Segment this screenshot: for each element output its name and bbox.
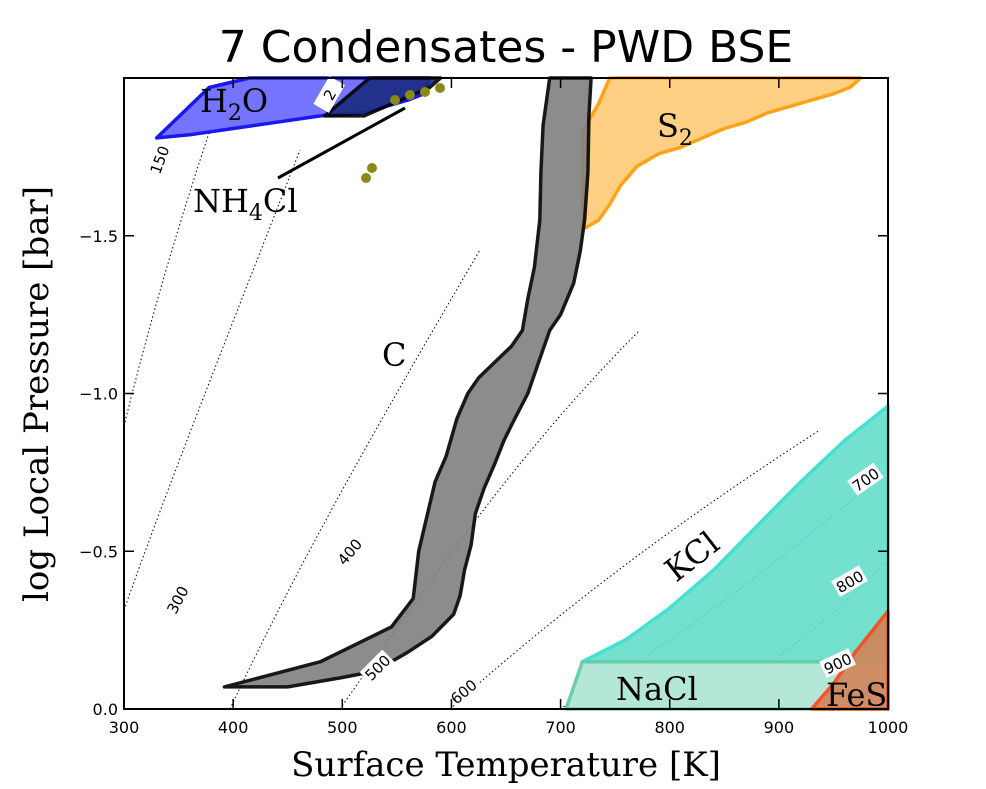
- contour-label-bg: [819, 648, 856, 679]
- y-tick-label: −1.5: [79, 227, 118, 246]
- contour-label-bg: [359, 649, 395, 685]
- contour-label-bg: [847, 462, 884, 496]
- region-label-s2: S2: [657, 107, 693, 151]
- speckle: [405, 90, 415, 100]
- contour-label-bg: [161, 581, 193, 618]
- condensate-regions: [154, 76, 890, 711]
- x-tick-label: 500: [327, 718, 358, 737]
- y-tick-label: −1.0: [79, 385, 118, 404]
- x-axis-ticks: 300 400 500 600 700 800 900 1000: [109, 78, 909, 737]
- y-axis-ticks: 0.0 −0.5 −1.0 −1.5: [79, 227, 888, 719]
- speckle: [390, 95, 400, 105]
- region-label-h2o: H2O: [200, 82, 268, 126]
- contour-label: 400: [334, 535, 366, 569]
- nh4cl-pointer-line: [277, 106, 406, 180]
- contour-label-bg: [445, 674, 482, 709]
- contour-line: [449, 429, 821, 710]
- y-axis-label: log Local Pressure [bar]: [17, 186, 57, 602]
- chart-title: 7 Condensates - PWD BSE: [219, 22, 793, 73]
- contour-line: [229, 249, 481, 710]
- x-tick-label: 900: [764, 718, 795, 737]
- y-tick-label: −0.5: [79, 542, 118, 561]
- x-tick-label: 800: [654, 718, 685, 737]
- contour-line: [123, 129, 211, 427]
- y-tick-label: 0.0: [93, 700, 118, 719]
- contour-label: 150: [147, 143, 174, 176]
- speckle: [367, 163, 377, 173]
- region-kcl: [580, 404, 890, 664]
- contour-label-bg: [145, 141, 173, 178]
- x-tick-label: 700: [545, 718, 576, 737]
- x-tick-label: 300: [109, 718, 140, 737]
- x-tick-label: 1000: [868, 718, 909, 737]
- contour-label: 600: [447, 676, 481, 708]
- speckle: [420, 87, 430, 97]
- x-tick-label: 400: [218, 718, 249, 737]
- x-axis-label: Surface Temperature [K]: [291, 745, 721, 785]
- contour-label-bg: [313, 76, 345, 113]
- region-label-fes: FeS: [826, 676, 887, 714]
- region-label-nh4cl: NH4Cl: [193, 182, 298, 226]
- contour-label-bg: [831, 565, 868, 597]
- speckle: [435, 83, 445, 93]
- x-tick-label: 600: [436, 718, 467, 737]
- region-s2: [580, 76, 863, 232]
- region-label-nacl: NaCl: [616, 670, 698, 708]
- region-c: [222, 76, 593, 689]
- region-label-c: C: [382, 336, 406, 374]
- contour-label-bg: [332, 533, 367, 570]
- speckle: [361, 173, 371, 183]
